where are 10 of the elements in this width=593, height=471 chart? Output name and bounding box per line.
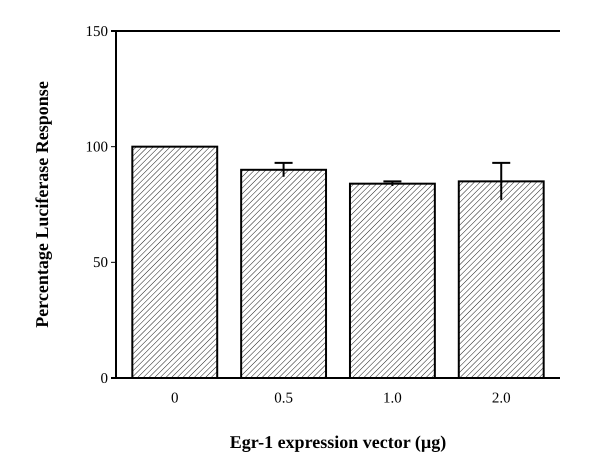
y-tick-label: 0 — [100, 370, 108, 387]
y-axis-title: Percentage Luciferase Response — [32, 81, 52, 328]
y-tick-label: 100 — [86, 139, 108, 156]
x-tick-label: 1.0 — [383, 390, 402, 407]
x-tick-label: 0 — [171, 390, 179, 407]
x-tick-label: 0.5 — [274, 390, 293, 407]
x-axis-title: Egr-1 expression vector (µg) — [230, 432, 446, 452]
y-tick-label: 50 — [93, 255, 108, 272]
x-tick-label: 2.0 — [492, 390, 511, 407]
y-tick-label: 150 — [86, 24, 108, 40]
